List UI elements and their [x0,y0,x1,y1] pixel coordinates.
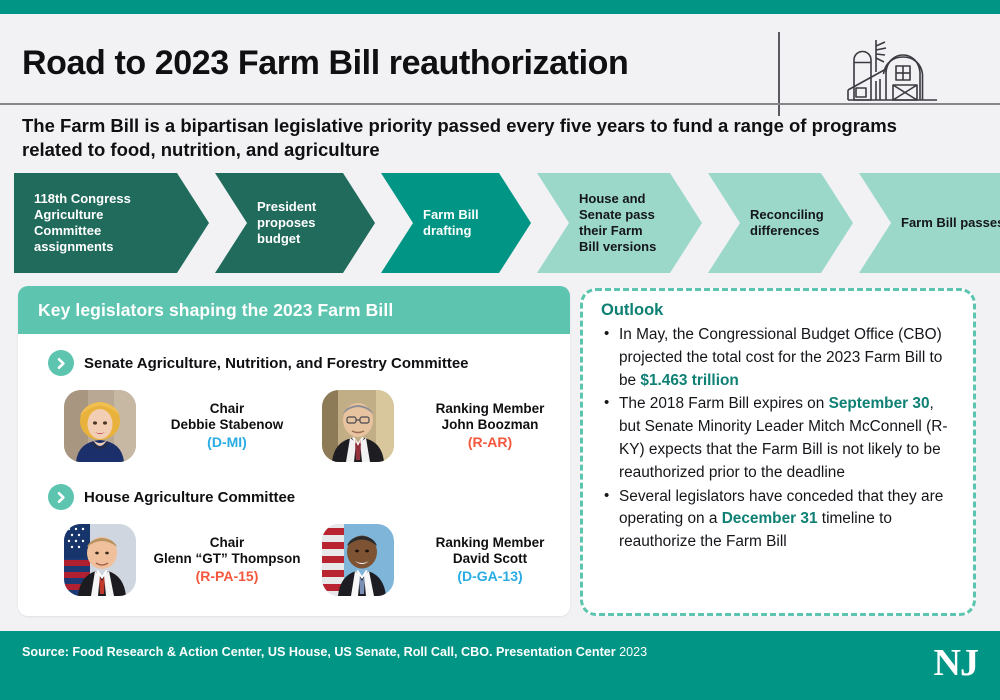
source-year: 2023 [619,645,648,659]
legislator-role: Chair [209,400,245,416]
process-step-3: Farm Bill drafting [381,173,531,273]
process-step-5: Reconciling differences [708,173,853,273]
process-step-6: Farm Bill passes [859,173,1000,273]
header-divider-vertical [778,32,780,116]
subtitle: The Farm Bill is a bipartisan legislativ… [22,115,897,160]
key-legislators-title: Key legislators shaping the 2023 Farm Bi… [38,299,394,320]
outlook-title: Outlook [601,301,664,319]
outlook-text: timeline to reauthorize the Farm Bill [619,510,892,551]
legislator-role: Ranking Member [435,534,545,550]
outlook-highlight: $1.463 trillion [640,371,739,389]
legislator-party: (D-MI) [207,433,247,450]
avatar [322,524,394,596]
avatar [64,390,136,462]
legislator-stabenow: Chair Debbie Stabenow (D-MI) [64,390,302,462]
committee-senate: Senate Agriculture, Nutrition, and Fores… [48,350,469,376]
header: Road to 2023 Farm Bill reauthorization [0,14,1000,116]
avatar [64,524,136,596]
page-title: Road to 2023 Farm Bill reauthorization [22,44,629,82]
outlook-bullet: Several legislators have conceded that t… [604,485,959,554]
footer: Source: Food Research & Action Center, U… [0,631,1000,700]
outlook-highlight: September 30 [828,395,930,413]
legislator-party: (R-AR) [467,433,513,450]
outlook-text: , but Senate Minority Leader Mitch McCon… [619,395,948,481]
outlook-text: In May, the Congressional Budget Office … [619,326,943,389]
barn-icon [840,38,940,108]
chevron-right-icon [48,350,74,376]
process-step-label: Farm Bill passes [901,215,1000,231]
key-legislators-card: Key legislators shaping the 2023 Farm Bi… [18,286,570,616]
outlook-bullet-list: In May, the Congressional Budget Office … [583,322,973,554]
source-text: Source: Food Research & Action Center, U… [22,642,782,663]
legislator-role: Chair [209,534,245,550]
outlook-text: Several legislators have conceded that t… [619,487,944,528]
process-step-label: 118th Congress Agriculture Committee ass… [34,191,131,254]
process-step-label: Farm Bill drafting [423,207,479,238]
legislator-role: Ranking Member [435,400,545,416]
process-step-label: President proposes budget [257,199,317,246]
legislator-scott: Ranking Member David Scott (D-GA-13) [322,524,570,596]
process-step-label: House and Senate pass their Farm Bill ve… [579,191,657,254]
legislator-name: John Boozman [441,417,539,433]
legislator-thompson: Chair Glenn “GT” Thompson (R-PA-15) [64,524,302,596]
legislator-name: Glenn “GT” Thompson [153,551,301,567]
process-step-label: Reconciling differences [750,207,824,238]
outlook-panel: Outlook In May, the Congressional Budget… [580,288,976,616]
outlook-bullet: In May, the Congressional Budget Office … [604,323,959,392]
top-accent-bar [0,0,1000,14]
legislator-name: Debbie Stabenow [170,417,284,433]
avatar [322,390,394,462]
header-divider-horizontal [0,103,1000,105]
outlook-text: The 2018 Farm Bill expires on [619,395,829,413]
nj-logo: NJ [933,642,979,684]
outlook-highlight: December 31 [721,510,818,528]
legislator-boozman: Ranking Member John Boozman (R-AR) [322,390,570,462]
source-bold: Source: Food Research & Action Center, U… [22,645,616,659]
process-step-2: President proposes budget [215,173,375,273]
legislator-party: (R-PA-15) [195,567,259,584]
process-step-1: 118th Congress Agriculture Committee ass… [14,173,209,273]
committee-name: House Agriculture Committee [84,488,296,506]
process-step-4: House and Senate pass their Farm Bill ve… [537,173,702,273]
chevron-right-icon [48,484,74,510]
key-legislators-header: Key legislators shaping the 2023 Farm Bi… [18,286,570,334]
legislator-party: (D-GA-13) [457,567,523,584]
legislator-name: David Scott [452,551,528,567]
process-flow: 118th Congress Agriculture Committee ass… [14,173,1000,273]
outlook-bullet: The 2018 Farm Bill expires on September … [604,392,959,484]
committee-house: House Agriculture Committee [48,484,295,510]
committee-name: Senate Agriculture, Nutrition, and Fores… [84,354,469,372]
